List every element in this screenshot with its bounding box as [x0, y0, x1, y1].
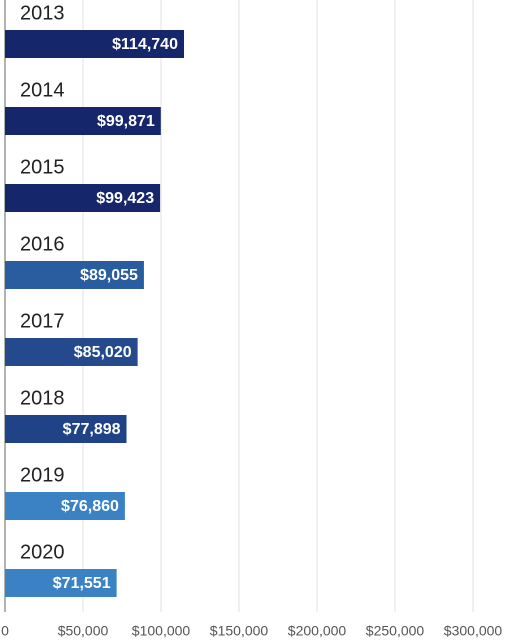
value-label: $99,871 — [97, 113, 155, 130]
x-tick-label: 0 — [1, 623, 9, 639]
category-label: 2013 — [20, 2, 65, 24]
category-label: 2017 — [20, 310, 65, 332]
x-tick-label: $300,000 — [444, 623, 503, 639]
value-label: $76,860 — [61, 498, 119, 515]
bar — [5, 569, 117, 597]
x-tick-label: $150,000 — [210, 623, 269, 639]
category-label: 2016 — [20, 233, 65, 255]
category-label: 2020 — [20, 541, 65, 563]
bar — [5, 107, 161, 135]
category-label: 2014 — [20, 79, 65, 101]
bar — [5, 415, 127, 443]
value-label: $85,020 — [74, 344, 132, 361]
bar — [5, 184, 161, 212]
value-label: $89,055 — [80, 267, 138, 284]
value-label: $99,423 — [96, 190, 154, 207]
x-tick-label: $100,000 — [132, 623, 191, 639]
bar — [5, 261, 144, 289]
x-tick-label: $200,000 — [288, 623, 347, 639]
value-label: $77,898 — [63, 421, 121, 438]
bar — [5, 338, 138, 366]
category-label: 2015 — [20, 156, 65, 178]
value-label: $114,740 — [112, 36, 178, 53]
category-label: 2018 — [20, 387, 65, 409]
bar — [5, 30, 184, 58]
x-tick-label: $50,000 — [58, 623, 109, 639]
value-label: $71,551 — [53, 575, 111, 592]
x-tick-label: $250,000 — [366, 623, 425, 639]
category-label: 2019 — [20, 464, 65, 486]
bar — [5, 492, 125, 520]
